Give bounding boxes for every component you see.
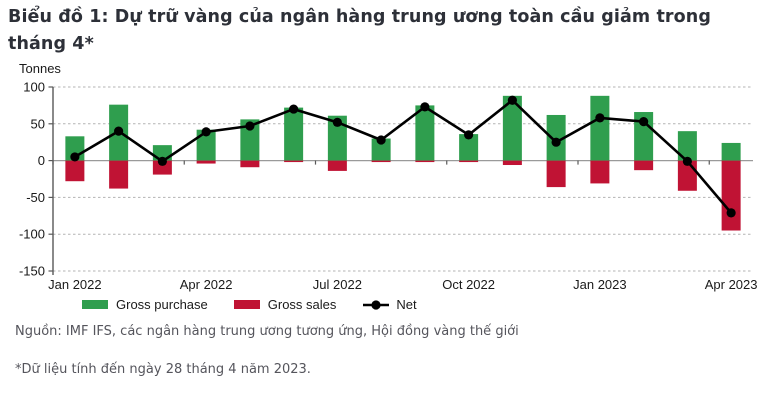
page-title: Biểu đồ 1: Dự trữ vàng của ngân hàng tru… [8,7,711,54]
net-point [157,156,167,166]
bar-gross-sales [284,160,304,163]
bar-gross-sales [502,160,522,166]
x-tick-label: Jul 2022 [313,277,362,292]
net-point [201,127,211,137]
gold-reserves-chart: 100 50 0 -50 -100 -150 Jan 2022 Apr 2022 Jul 202… [0,80,778,295]
gross-purchase-swatch-icon [82,300,108,309]
chart-legend: Gross purchase Gross sales Net [82,297,443,312]
bar-gross-sales [65,160,85,182]
net-point [639,116,649,127]
y-tick-label: 50 [31,116,45,131]
legend-label: Net [396,297,417,312]
y-tick-label: -150 [19,264,45,279]
bar-gross-sales [240,160,260,168]
legend-label: Gross purchase [116,297,208,312]
footnote: *Dữ liệu tính đến ngày 28 tháng 4 năm 20… [15,362,311,377]
bar-gross-sales [196,160,216,164]
bar-gross-purchase [327,115,347,161]
bar-gross-sales [327,160,347,171]
bar-gross-purchase [502,95,522,161]
legend-item-gross-sales: Gross sales [233,297,337,312]
source-note: Nguồn: IMF IFS, các ngân hàng trung ương… [15,324,519,339]
net-point [114,126,124,136]
bar-gross-purchase [677,131,697,161]
x-tick-label: Apr 2023 [705,277,758,292]
bar-gross-sales [590,160,610,184]
legend-label: Gross sales [267,297,337,312]
net-point [551,137,561,147]
bar-gross-sales [634,160,654,171]
y-tick-label: -100 [19,227,45,242]
net-point [595,113,605,123]
bar-gross-purchase [196,129,216,161]
y-axis-unit-label: Tonnes [19,61,61,76]
bar-gross-purchase [284,107,304,161]
bar-gross-purchase [371,138,391,161]
bar-gross-sales [371,160,391,163]
bar-gross-sales [459,160,479,163]
net-point [726,208,736,218]
bar-gross-sales [152,160,172,175]
y-tick-label: 0 [38,153,45,168]
bar-gross-purchase [415,105,435,161]
bar-gross-sales [415,160,435,163]
x-tick-label: Oct 2022 [442,277,495,292]
net-point [332,117,342,127]
net-point [245,121,255,131]
x-tick-label: Jan 2023 [573,277,627,292]
net-point [464,130,474,140]
gross-sales-swatch-icon [233,300,260,309]
legend-item-net: Net [362,297,417,312]
legend-item-gross-purchase: Gross purchase [82,297,208,312]
net-point [376,135,386,145]
net-point [70,152,80,162]
net-point [289,104,299,114]
bar-gross-purchase [240,119,260,161]
bar-gross-purchase [721,142,741,161]
net-line-dot-icon [363,299,390,310]
net-point [507,95,517,105]
bar-gross-sales [721,160,741,231]
y-tick-label: -50 [26,190,45,205]
bar-gross-purchase [590,95,610,161]
net-line [74,98,733,214]
bar-gross-purchase [459,134,479,161]
bar-gross-sales [546,160,566,188]
net-point [682,156,692,166]
y-tick-label: 100 [23,80,45,95]
x-tick-label: Apr 2022 [180,277,233,292]
x-tick-label: Jan 2022 [48,277,102,292]
net-point [420,102,430,112]
bar-gross-sales [109,160,129,189]
